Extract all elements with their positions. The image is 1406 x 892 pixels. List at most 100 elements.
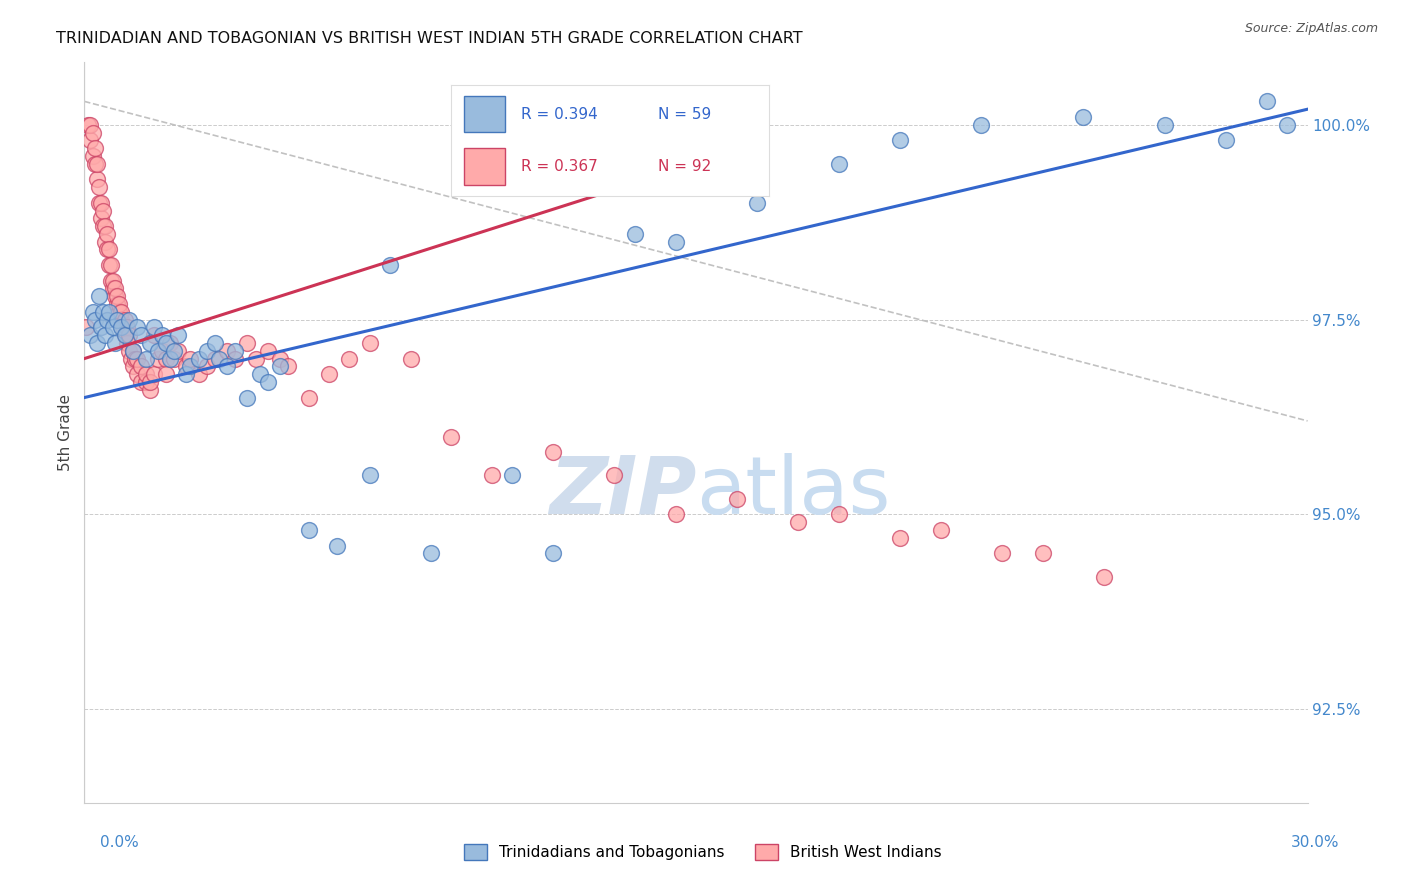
Point [179,351,201,366]
Point [167,343,190,358]
Text: 0.0%: 0.0% [100,836,139,850]
Point [90,320,112,334]
Point [543,546,565,560]
Point [79,133,101,147]
Point [97,258,120,272]
Point [224,351,246,366]
Point [96,243,118,257]
Point [82,126,104,140]
Point [1073,110,1095,124]
Point [75,320,97,334]
Point [889,531,911,545]
Point [828,157,851,171]
Point [298,391,321,405]
Point [112,320,135,334]
Point [101,274,124,288]
Point [159,336,181,351]
Point [83,141,105,155]
Point [118,343,141,358]
Point [90,211,112,226]
Point [249,367,271,381]
Point [195,359,218,374]
Point [889,133,911,147]
Point [204,351,226,366]
Text: 30.0%: 30.0% [1291,836,1339,850]
Point [135,375,157,389]
Point [114,328,136,343]
Point [440,429,463,443]
Point [269,351,291,366]
Point [101,320,124,334]
Point [104,289,127,303]
Point [101,281,124,295]
Point [339,351,361,366]
Point [420,546,443,560]
Point [991,546,1014,560]
Point [236,391,259,405]
Legend: Trinidadians and Tobagonians, British West Indians: Trinidadians and Tobagonians, British We… [458,838,948,866]
Point [93,219,115,233]
Point [86,157,108,171]
Point [155,351,177,366]
Point [131,359,153,374]
Point [1277,118,1299,132]
Point [110,312,132,326]
Point [79,118,101,132]
Point [83,312,105,326]
Point [163,343,186,358]
Point [100,274,122,288]
Point [146,343,169,358]
Point [1154,118,1177,132]
Point [1256,95,1278,109]
Point [79,328,101,343]
Point [108,305,131,319]
Point [96,312,118,326]
Point [83,157,105,171]
Point [124,351,146,366]
Point [110,305,132,319]
Point [105,297,128,311]
Point [929,523,952,537]
Point [135,351,157,366]
Point [93,328,115,343]
Point [114,328,136,343]
Point [603,468,626,483]
Point [100,258,122,272]
Point [86,336,108,351]
Point [481,468,503,483]
Point [725,491,748,506]
Point [104,336,127,351]
Point [138,336,160,351]
Point [359,336,381,351]
Point [90,195,112,210]
Point [269,359,291,374]
Point [82,149,104,163]
Point [142,320,165,334]
Point [150,343,173,358]
Point [277,359,299,374]
Point [155,336,177,351]
Point [96,227,118,241]
Point [399,351,422,366]
Point [104,281,127,295]
Point [120,351,142,366]
Point [195,343,218,358]
Point [108,297,131,311]
Point [1092,570,1115,584]
Point [97,305,120,319]
Point [115,336,138,351]
Point [86,172,108,186]
Point [665,508,688,522]
Point [97,243,120,257]
Point [93,235,115,249]
Point [105,312,128,326]
Point [174,359,197,374]
Point [110,320,132,334]
Point [122,343,145,358]
Point [131,375,153,389]
Text: Source: ZipAtlas.com: Source: ZipAtlas.com [1244,22,1378,36]
Point [693,180,716,194]
Point [131,328,153,343]
Point [142,328,165,343]
Point [1032,546,1054,560]
